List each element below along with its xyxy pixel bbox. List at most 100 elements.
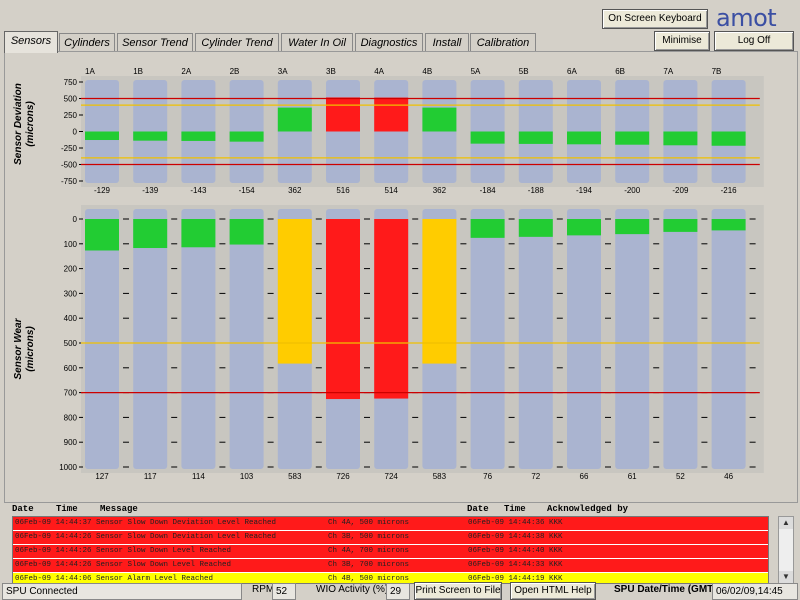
alarm-row[interactable]: 06Feb-09 14:44:06 Sensor Alarm Level Rea… xyxy=(13,573,768,583)
deviation-bar xyxy=(133,131,168,141)
wio-label: WIO Activity (%) xyxy=(316,584,389,595)
scroll-up-icon[interactable]: ▲ xyxy=(779,517,793,529)
sensor-label: 6A xyxy=(567,67,577,76)
alarm-detail: Ch 4B, 500 microns xyxy=(328,575,410,583)
wear-column xyxy=(663,209,698,469)
wear-readout: 76 xyxy=(483,472,492,481)
wear-readout: 117 xyxy=(144,472,157,481)
wear-readout: 583 xyxy=(433,472,447,481)
wear-tick-label: 600 xyxy=(64,364,78,373)
deviation-readout: 362 xyxy=(433,186,447,195)
sensor-label: 1A xyxy=(85,67,95,76)
sensor-label: 1B xyxy=(133,67,143,76)
sensor-label: 7B xyxy=(712,67,722,76)
wear-column xyxy=(518,209,553,469)
tab-sensors[interactable]: Sensors xyxy=(4,31,58,53)
wear-bar xyxy=(229,219,264,245)
wear-bar xyxy=(615,219,650,235)
wear-tick-label: 700 xyxy=(64,389,78,398)
log-off-button[interactable]: Log Off xyxy=(714,31,794,51)
alarm-detail: Ch 3B, 700 microns xyxy=(328,561,410,569)
alarm-row[interactable]: 06Feb-09 14:44:26 Sensor Slow Down Devia… xyxy=(13,531,768,545)
col-time2: Time xyxy=(504,504,526,514)
wear-column xyxy=(470,209,505,469)
amot-logo: amot xyxy=(716,4,777,32)
sensor-label: 5B xyxy=(519,67,529,76)
alarm-ack: 06Feb-09 14:44:40 KKK xyxy=(468,547,563,555)
deviation-bar xyxy=(277,107,312,132)
wear-readout: 46 xyxy=(724,472,733,481)
tab-diagnostics[interactable]: Diagnostics xyxy=(355,33,423,52)
tab-sensor-trend[interactable]: Sensor Trend xyxy=(117,33,193,52)
scroll-down-icon[interactable]: ▼ xyxy=(779,571,793,583)
deviation-bar xyxy=(615,131,650,145)
status-bar: SPU Connected RPM 52 WIO Activity (%) 29… xyxy=(0,582,800,600)
deviation-readout: -216 xyxy=(721,186,738,195)
wear-bar xyxy=(518,219,553,237)
open-help-button[interactable]: Open HTML Help xyxy=(510,582,596,600)
datetime-label: SPU Date/Time (GMT) xyxy=(614,584,717,595)
deviation-readout: 516 xyxy=(336,186,350,195)
deviation-bar xyxy=(518,131,553,144)
deviation-readout: -129 xyxy=(94,186,111,195)
alarm-row[interactable]: 06Feb-09 14:44:37 Sensor Slow Down Devia… xyxy=(13,517,768,531)
wear-bar xyxy=(711,219,746,231)
wear-readout: 114 xyxy=(192,472,205,481)
alarm-row[interactable]: 06Feb-09 14:44:26 Sensor Slow Down Level… xyxy=(13,559,768,573)
wear-bar xyxy=(422,219,457,364)
tab-water-in-oil[interactable]: Water In Oil xyxy=(281,33,353,52)
sensor-label: 5A xyxy=(471,67,481,76)
sensor-label: 2B xyxy=(230,67,240,76)
datetime-value: 06/02/09,14:45 xyxy=(712,583,798,600)
wear-bar xyxy=(374,219,409,399)
deviation-readout: -200 xyxy=(624,186,641,195)
wear-tick-label: 100 xyxy=(64,240,78,249)
alarm-row[interactable]: 06Feb-09 14:44:26 Sensor Slow Down Level… xyxy=(13,545,768,559)
alarm-scrollbar[interactable]: ▲ ▼ xyxy=(778,516,794,584)
wear-column xyxy=(133,209,168,469)
tab-cylinder-trend[interactable]: Cylinder Trend xyxy=(195,33,279,52)
wear-column xyxy=(229,209,264,469)
wear-bar xyxy=(663,219,698,232)
alarm-text: 06Feb-09 14:44:26 Sensor Slow Down Level… xyxy=(15,547,232,555)
on-screen-keyboard-button[interactable]: On Screen Keyboard xyxy=(602,9,708,29)
deviation-bar xyxy=(663,131,698,146)
deviation-readout: -143 xyxy=(190,186,207,195)
alarm-ack: 06Feb-09 14:44:36 KKK xyxy=(468,519,563,527)
wear-readout: 103 xyxy=(240,472,254,481)
rpm-label: RPM xyxy=(252,584,275,595)
wear-tick-label: 0 xyxy=(73,215,78,224)
wear-bar xyxy=(133,219,168,249)
deviation-bar xyxy=(374,97,409,132)
tab-install[interactable]: Install xyxy=(425,33,469,52)
sensor-label: 4B xyxy=(422,67,432,76)
alarm-log-header: Date Time Message Date Time Acknowledged… xyxy=(12,502,782,516)
deviation-readout: -194 xyxy=(576,186,593,195)
minimise-button[interactable]: Minimise xyxy=(654,31,710,51)
alarm-detail: Ch 4A, 500 microns xyxy=(328,519,410,527)
tab-calibration[interactable]: Calibration xyxy=(470,33,536,52)
deviation-bar xyxy=(181,131,216,141)
wear-column xyxy=(181,209,216,469)
tab-cylinders[interactable]: Cylinders xyxy=(59,33,115,52)
sensor-label: 4A xyxy=(374,67,384,76)
deviation-readout: -188 xyxy=(528,186,545,195)
wear-column xyxy=(567,209,601,469)
wear-bar xyxy=(85,219,119,251)
col-date2: Date xyxy=(467,504,489,514)
deviation-bar xyxy=(85,131,119,141)
deviation-bar xyxy=(567,131,601,145)
alarm-ack: 06Feb-09 14:44:19 KKK xyxy=(468,575,563,583)
wear-tick-label: 800 xyxy=(64,413,78,422)
wear-readout: 52 xyxy=(676,472,685,481)
deviation-readout: -184 xyxy=(480,186,497,195)
deviation-tick-label: 500 xyxy=(64,95,78,104)
alarm-list[interactable]: 06Feb-09 14:44:37 Sensor Slow Down Devia… xyxy=(12,516,769,584)
wear-bar xyxy=(567,219,601,236)
print-screen-button[interactable]: Print Screen to File xyxy=(414,582,502,600)
wear-bar xyxy=(181,219,216,248)
wear-column xyxy=(85,209,119,469)
alarm-log: Date Time Message Date Time Acknowledged… xyxy=(12,502,794,584)
wear-readout: 724 xyxy=(385,472,399,481)
wear-tick-label: 200 xyxy=(64,265,78,274)
